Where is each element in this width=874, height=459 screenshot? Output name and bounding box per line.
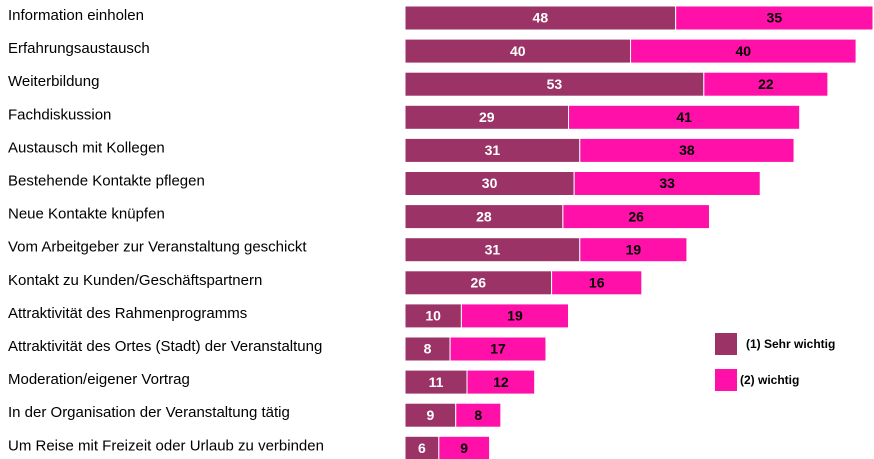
value-label: 17 bbox=[490, 341, 506, 357]
value-label: 10 bbox=[425, 308, 441, 324]
legend-swatch bbox=[715, 333, 737, 355]
value-label: 48 bbox=[533, 10, 549, 26]
category-label: Um Reise mit Freizeit oder Urlaub zu ver… bbox=[8, 437, 324, 454]
value-label: 9 bbox=[426, 407, 434, 423]
legend-swatch bbox=[715, 369, 737, 391]
legend-label: (2) wichtig bbox=[740, 373, 799, 387]
category-label: Fachdiskussion bbox=[8, 106, 111, 123]
value-label: 40 bbox=[510, 43, 526, 59]
value-label: 53 bbox=[547, 76, 563, 92]
category-label: Attraktivität des Ortes (Stadt) der Vera… bbox=[8, 338, 322, 355]
category-label: Austausch mit Kollegen bbox=[8, 139, 165, 156]
value-label: 22 bbox=[758, 76, 774, 92]
category-label: Erfahrungsaustausch bbox=[8, 40, 150, 57]
value-label: 38 bbox=[679, 142, 695, 158]
category-label: Information einholen bbox=[8, 7, 144, 24]
bar-segment bbox=[404, 270, 553, 296]
bar-segment bbox=[703, 71, 829, 97]
category-label: Neue Kontakte knüpfen bbox=[8, 206, 165, 223]
bar-segment bbox=[449, 336, 547, 362]
value-label: 35 bbox=[767, 10, 783, 26]
bar-segment bbox=[466, 369, 536, 395]
value-label: 33 bbox=[659, 175, 675, 191]
bar-segment bbox=[404, 104, 570, 130]
bar-segment bbox=[404, 38, 632, 64]
value-label: 8 bbox=[424, 341, 432, 357]
bar-segment bbox=[675, 5, 874, 31]
category-label: In der Organisation der Veranstaltung tä… bbox=[8, 404, 290, 421]
value-label: 40 bbox=[736, 43, 752, 59]
value-label: 11 bbox=[429, 374, 444, 390]
bar-segment bbox=[404, 402, 457, 428]
value-label: 29 bbox=[479, 109, 495, 125]
value-label: 19 bbox=[626, 241, 642, 257]
bar-segment bbox=[404, 204, 564, 230]
bar-segment bbox=[404, 336, 451, 362]
bar-segment bbox=[438, 435, 491, 459]
value-label: 19 bbox=[507, 308, 523, 324]
bar-segment bbox=[404, 5, 677, 31]
bar-segment bbox=[562, 204, 710, 230]
bar-segment bbox=[579, 137, 795, 163]
bar-segment bbox=[455, 402, 502, 428]
category-label: Moderation/eigener Vortrag bbox=[8, 371, 190, 388]
bar-segment bbox=[404, 369, 468, 395]
bar-segment bbox=[579, 237, 688, 263]
value-label: 26 bbox=[628, 208, 644, 224]
bar-segment bbox=[404, 303, 462, 329]
category-label: Weiterbildung bbox=[8, 73, 99, 90]
value-label: 28 bbox=[476, 208, 492, 224]
category-label: Kontakt zu Kunden/Geschäftspartnern bbox=[8, 272, 262, 289]
value-label: 41 bbox=[676, 109, 692, 125]
category-label: Vom Arbeitgeber zur Veranstaltung geschi… bbox=[8, 239, 307, 256]
value-label: 31 bbox=[485, 142, 501, 158]
value-label: 26 bbox=[471, 275, 487, 291]
value-label: 9 bbox=[460, 440, 468, 456]
bar-segment bbox=[568, 104, 801, 130]
value-label: 12 bbox=[493, 374, 509, 390]
bar-segment bbox=[630, 38, 857, 64]
value-label: 16 bbox=[589, 275, 605, 291]
bar-segment bbox=[404, 71, 705, 97]
value-label: 31 bbox=[485, 241, 501, 257]
legend-label: (1) Sehr wichtig bbox=[746, 337, 835, 351]
value-label: 30 bbox=[482, 175, 498, 191]
bar-segment bbox=[460, 303, 570, 329]
bar-segment bbox=[551, 270, 643, 296]
category-label: Attraktivität des Rahmenprogramms bbox=[8, 305, 247, 322]
value-label: 8 bbox=[474, 407, 482, 423]
value-label: 6 bbox=[418, 440, 426, 456]
bar-segment bbox=[404, 137, 581, 163]
bar-segment bbox=[573, 171, 761, 196]
category-label: Bestehende Kontakte pflegen bbox=[8, 172, 205, 189]
